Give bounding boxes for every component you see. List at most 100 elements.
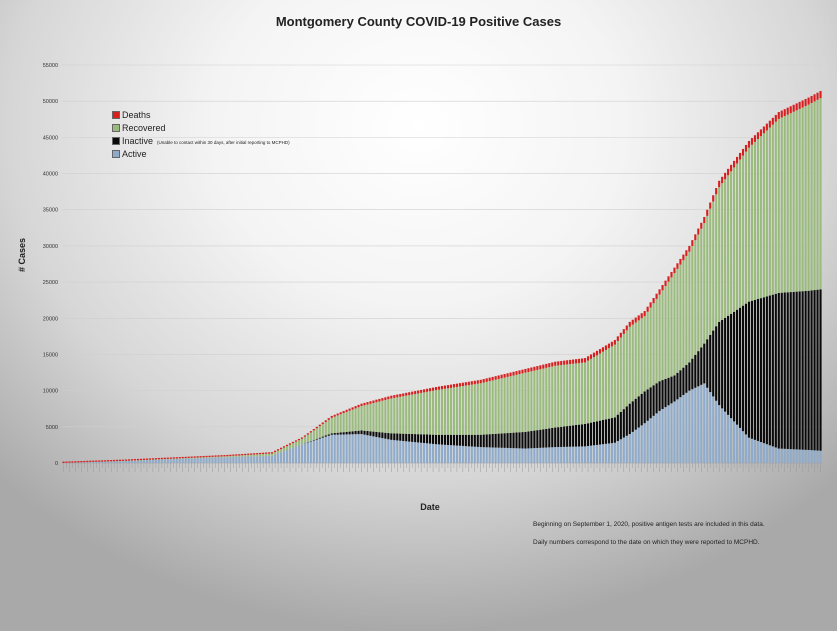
- bar-segment-deaths: [443, 385, 447, 389]
- bar-segment-deaths: [685, 250, 688, 256]
- bar-segment-recovered: [682, 260, 685, 368]
- bar-segment-active: [288, 448, 292, 463]
- bar-segment-recovered: [321, 424, 324, 437]
- bar-segment-active: [539, 447, 542, 463]
- bar-segment-recovered: [429, 391, 432, 435]
- bar-segment-recovered: [345, 411, 348, 432]
- bar-segment-inactive: [646, 389, 649, 421]
- bar-segment-recovered: [634, 322, 637, 399]
- bar-segment-active: [604, 443, 607, 463]
- bar-segment-active: [372, 436, 375, 463]
- bar-segment-recovered: [193, 457, 196, 459]
- bar-segment-recovered: [744, 151, 748, 304]
- bar-segment-active: [527, 448, 530, 463]
- bar-segment-deaths: [512, 371, 515, 376]
- bar-segment-inactive: [697, 351, 700, 387]
- bar-segment-inactive: [792, 291, 795, 450]
- bar-segment-active: [160, 459, 163, 463]
- bar-segment-active: [679, 397, 682, 463]
- bar-segment-recovered: [461, 386, 464, 435]
- bar-segment-recovered: [813, 101, 816, 291]
- bar-segment-active: [601, 444, 605, 463]
- bar-segment-deaths: [166, 457, 169, 459]
- bar-segment-active: [363, 434, 366, 463]
- bar-segment-recovered: [685, 255, 688, 366]
- bar-segment-inactive: [786, 292, 789, 449]
- bar-segment-inactive: [339, 432, 342, 435]
- bar-segment-inactive: [539, 429, 542, 448]
- bar-segment-inactive: [455, 434, 458, 446]
- bar-segment-active: [366, 435, 369, 463]
- chart-title: Montgomery County COVID-19 Positive Case…: [275, 14, 562, 29]
- bar-segment-recovered: [324, 421, 327, 436]
- bar-segment-active: [575, 446, 578, 463]
- bar-segment-deaths: [291, 441, 295, 444]
- bar-segment-recovered: [336, 415, 339, 433]
- bar-segment-deaths: [786, 107, 789, 115]
- bar-segment-recovered: [372, 403, 375, 432]
- bar-segment-recovered: [539, 369, 542, 430]
- bar-segment-active: [658, 410, 661, 463]
- bar-segment-recovered: [703, 223, 706, 344]
- bar-segment-deaths: [625, 325, 628, 331]
- bar-segment-deaths: [193, 456, 196, 458]
- bar-segment-active: [393, 440, 396, 463]
- bar-segment-deaths: [136, 458, 140, 461]
- bar-segment-inactive: [488, 434, 491, 448]
- bar-segment-recovered: [774, 121, 777, 294]
- bar-segment-deaths: [116, 459, 119, 462]
- bar-segment-deaths: [184, 456, 187, 459]
- bar-segment-inactive: [610, 418, 613, 444]
- bar-segment-deaths: [503, 373, 506, 378]
- bar-segment-inactive: [333, 433, 336, 435]
- bar-segment-inactive: [589, 422, 593, 446]
- bar-segment-inactive: [735, 309, 739, 425]
- bar-segment-active: [735, 424, 739, 463]
- bar-segment-recovered: [482, 382, 485, 435]
- y-tick-label: 15000: [43, 352, 58, 358]
- bar-segment-deaths: [250, 453, 253, 455]
- bar-segment-recovered: [423, 392, 426, 435]
- bar-segment-deaths: [712, 195, 715, 202]
- bar-segment-recovered: [354, 408, 357, 432]
- bar-segment-active: [700, 384, 703, 463]
- bar-segment-deaths: [312, 428, 315, 431]
- bar-segment-inactive: [482, 434, 485, 448]
- bar-segment-inactive: [506, 433, 509, 448]
- bar-segment-active: [792, 449, 795, 463]
- bar-segment-active: [721, 408, 724, 463]
- bar-segment-active: [142, 460, 146, 463]
- bar-segment-active: [518, 448, 521, 463]
- bar-segment-active: [232, 457, 235, 463]
- bar-segment-recovered: [220, 456, 223, 458]
- bar-segment-deaths: [780, 110, 783, 118]
- bar-segment-recovered: [473, 384, 476, 435]
- bar-segment-active: [405, 441, 408, 463]
- bar-segment-active: [321, 437, 324, 463]
- bar-segment-inactive: [327, 434, 330, 436]
- bar-segment-active: [184, 458, 187, 463]
- bar-segment-active: [813, 450, 816, 463]
- bar-segment-deaths: [360, 403, 363, 407]
- bar-segment-inactive: [730, 313, 733, 419]
- y-tick-labels: 0 5000 10000 15000 20000 25000 30000 35000 40000…: [43, 63, 58, 467]
- bar-segment-active: [625, 435, 628, 463]
- bar-segment-active: [810, 450, 813, 463]
- bar-segment-deaths: [169, 457, 172, 459]
- bar-segment-inactive: [637, 396, 640, 428]
- bar-segment-deaths: [569, 359, 572, 365]
- bar-segment-inactive: [622, 409, 625, 438]
- bar-segment-recovered: [640, 318, 643, 394]
- bar-segment-recovered: [488, 381, 491, 435]
- bar-segment-deaths: [148, 458, 151, 460]
- bar-segment-deaths: [235, 454, 238, 456]
- bar-segment-active: [688, 390, 691, 463]
- bar-segment-deaths: [279, 447, 283, 450]
- bar-segment-recovered: [578, 363, 581, 425]
- bar-segment-deaths: [563, 360, 566, 365]
- bar-segment-recovered: [700, 228, 703, 348]
- bar-segment-deaths: [727, 168, 730, 176]
- bar-segment-deaths: [101, 460, 104, 462]
- bar-segment-recovered: [417, 393, 420, 435]
- bar-segment-active: [238, 456, 241, 463]
